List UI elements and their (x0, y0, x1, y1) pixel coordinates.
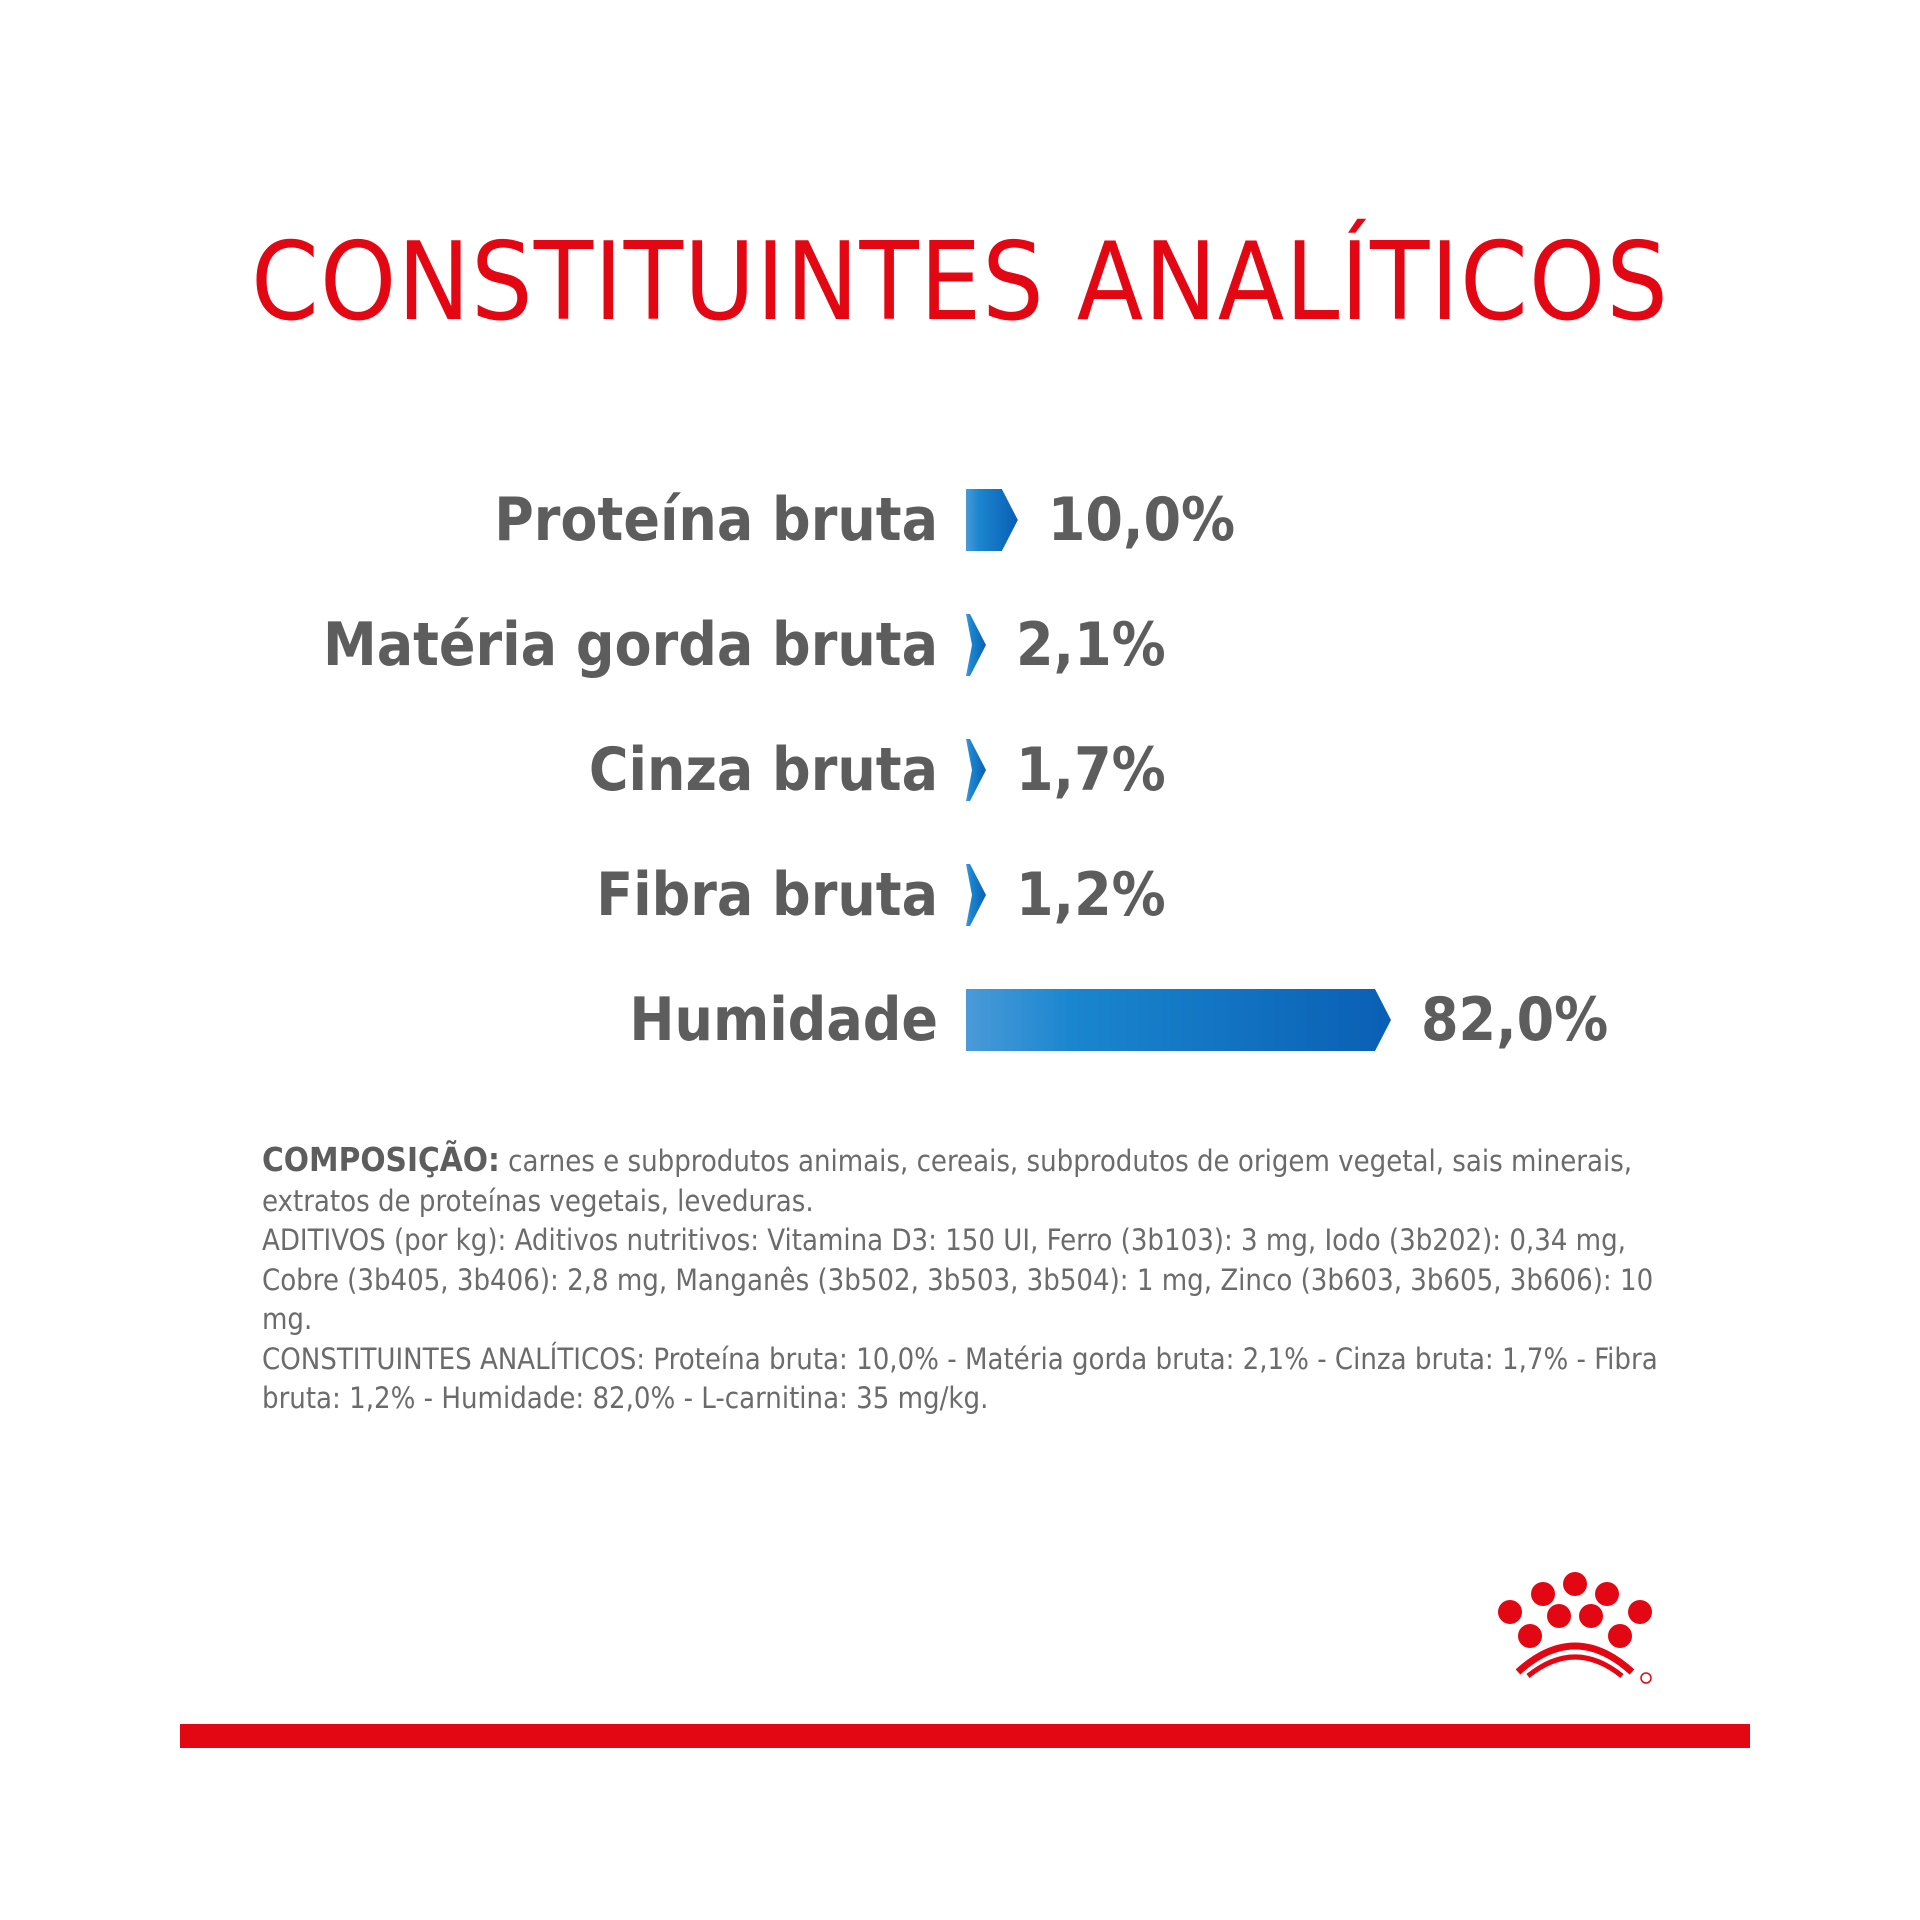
bar-value-label: 1,7% (1016, 735, 1166, 805)
composition-constituents: CONSTITUINTES ANALÍTICOS: Proteína bruta… (262, 1341, 1658, 1416)
bar-label: Fibra bruta (596, 860, 938, 930)
composition-text: COMPOSIÇÃO: carnes e subprodutos animais… (262, 1140, 1662, 1419)
bar-label: Matéria gorda bruta (323, 610, 938, 680)
bar-value-label: 10,0% (1048, 485, 1235, 555)
royal-canin-crown-icon (1498, 1572, 1652, 1684)
bar (966, 489, 1018, 551)
bar-label: Humidade (629, 985, 938, 1055)
bar-label: Cinza bruta (589, 735, 938, 805)
bar-label: Proteína bruta (494, 485, 938, 555)
composition-heading: COMPOSIÇÃO: (262, 1140, 500, 1179)
composition-additives: ADITIVOS (por kg): Aditivos nutritivos: … (262, 1223, 1654, 1336)
bar (966, 989, 1391, 1051)
bar (966, 739, 986, 801)
nutrient-bar-chart: Proteína bruta 10,0% Matéria gorda bruta 2,… (323, 485, 1608, 1055)
bar (966, 614, 986, 676)
composition-ingredients: carnes e subprodutos animais, cereais, s… (262, 1144, 1633, 1218)
bar-value-label: 2,1% (1016, 610, 1166, 680)
bar-value-label: 82,0% (1421, 985, 1608, 1055)
bar (966, 864, 986, 926)
bottom-accent-bar (180, 1724, 1750, 1748)
page-title: CONSTITUINTES ANALÍTICOS (251, 220, 1669, 345)
bar-value-label: 1,2% (1016, 860, 1166, 930)
